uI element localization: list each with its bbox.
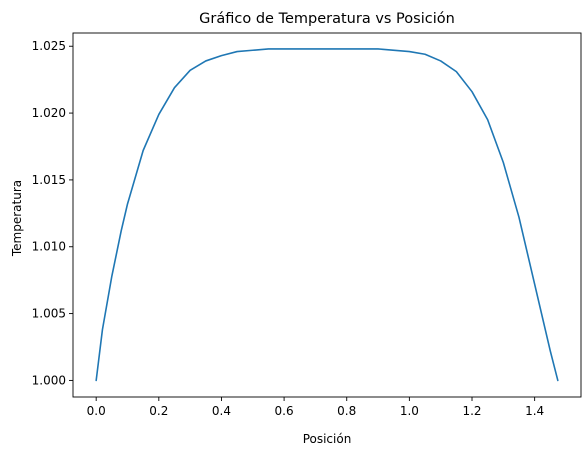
plot-frame bbox=[72, 32, 582, 398]
x-tick-label: 0.0 bbox=[87, 404, 106, 418]
y-axis-label: Temperatura bbox=[10, 180, 24, 257]
x-tick-label: 0.8 bbox=[337, 404, 356, 418]
x-tick-label: 1.2 bbox=[462, 404, 481, 418]
x-axis-label: Posición bbox=[303, 432, 352, 446]
y-tick-label: 1.000 bbox=[32, 373, 66, 387]
y-tick-label: 1.005 bbox=[32, 307, 66, 321]
chart-title: Gráfico de Temperatura vs Posición bbox=[199, 11, 455, 27]
y-tick-label: 1.025 bbox=[32, 39, 66, 53]
x-tick-label: 0.2 bbox=[149, 404, 168, 418]
x-tick-label: 1.0 bbox=[400, 404, 419, 418]
y-tick-label: 1.020 bbox=[32, 106, 66, 120]
y-tick-label: 1.010 bbox=[32, 240, 66, 254]
x-tick-label: 1.4 bbox=[525, 404, 544, 418]
x-tick-label: 0.6 bbox=[275, 404, 294, 418]
series-line bbox=[95, 48, 559, 382]
x-tick-label: 0.4 bbox=[212, 404, 231, 418]
y-tick-label: 1.015 bbox=[32, 173, 66, 187]
